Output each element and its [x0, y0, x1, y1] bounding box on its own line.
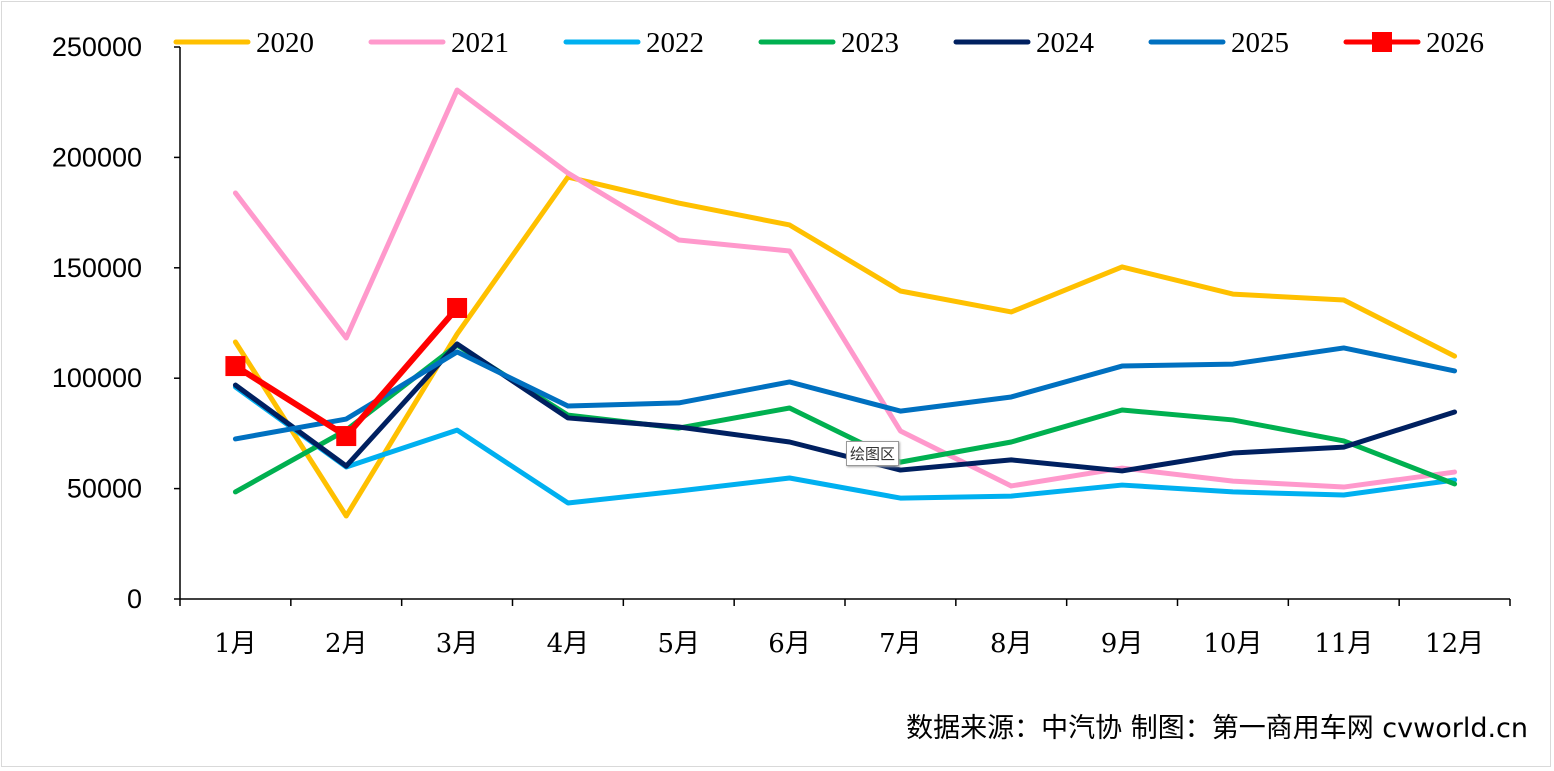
x-tick-label: 11月 — [1314, 629, 1373, 659]
data-point-2026 — [447, 297, 468, 318]
series-line-2020 — [232, 174, 1458, 519]
series-line-2022 — [232, 384, 1458, 506]
y-tick-label: 200000 — [52, 142, 142, 172]
legend-label: 2021 — [451, 27, 509, 59]
series-line-2021 — [232, 87, 1458, 490]
y-tick-label: 50000 — [67, 474, 142, 504]
x-tick-label: 5月 — [657, 629, 700, 659]
legend-item-2023: 2023 — [758, 27, 899, 59]
legend-item-2024: 2024 — [953, 27, 1095, 59]
legend-item-2021: 2021 — [368, 27, 509, 59]
plot-area-tooltip: 绘图区 — [846, 441, 900, 466]
x-tick-label: 6月 — [768, 629, 811, 659]
legend-item-2025: 2025 — [1148, 27, 1289, 59]
data-point-2026 — [225, 356, 246, 377]
legend-marker — [1372, 32, 1392, 52]
legend-label: 2026 — [1426, 27, 1484, 59]
x-tick-label: 3月 — [436, 629, 479, 659]
series-line-2025 — [232, 345, 1458, 442]
x-tick-label: 10月 — [1203, 629, 1262, 659]
legend-label: 2020 — [256, 27, 314, 59]
series-2026 — [225, 297, 468, 447]
series-2020 — [232, 174, 1458, 519]
series-2023 — [232, 342, 1458, 495]
y-tick-label: 0 — [127, 584, 142, 614]
legend-item-2020: 2020 — [173, 27, 314, 59]
legend-label: 2023 — [841, 27, 899, 59]
x-tick-label: 9月 — [1101, 629, 1144, 659]
x-tick-label: 2月 — [325, 629, 368, 659]
series-2022 — [232, 384, 1458, 506]
series-2025 — [232, 345, 1458, 442]
x-tick-label: 12月 — [1425, 629, 1484, 659]
x-tick-label: 4月 — [547, 629, 590, 659]
x-tick-label: 7月 — [879, 629, 922, 659]
series-line-2024 — [232, 341, 1458, 474]
x-tick-label: 8月 — [990, 629, 1033, 659]
series-2024 — [232, 341, 1458, 474]
y-tick-label: 250000 — [52, 32, 142, 62]
y-tick-label: 150000 — [52, 253, 142, 283]
series-2021 — [232, 87, 1458, 490]
source-note: 数据来源：中汽协 制图：第一商用车网 cvworld.cn — [906, 713, 1528, 744]
legend-item-2026: 2026 — [1343, 27, 1484, 59]
legend-item-2022: 2022 — [563, 27, 704, 59]
data-point-2026 — [336, 426, 357, 447]
legend-label: 2025 — [1231, 27, 1289, 59]
y-tick-label: 100000 — [52, 363, 142, 393]
legend-label: 2024 — [1036, 27, 1095, 59]
x-tick-label: 1月 — [214, 629, 257, 659]
series-line-2023 — [232, 342, 1458, 495]
legend-label: 2022 — [646, 27, 704, 59]
